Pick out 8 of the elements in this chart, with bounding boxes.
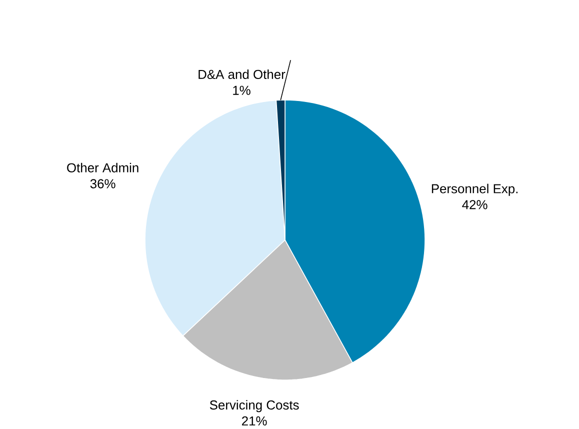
data-label: 36% — [90, 179, 116, 188]
slice-label: D&A and Other — [198, 70, 286, 80]
data-label: 1% — [233, 86, 250, 95]
data-label: 42% — [462, 200, 488, 210]
data-label: 21% — [242, 416, 267, 426]
slice-label: Other Admin — [67, 162, 138, 172]
slice-label: Personnel Exp. — [432, 184, 518, 196]
slice-label: Servicing Costs — [210, 400, 299, 412]
